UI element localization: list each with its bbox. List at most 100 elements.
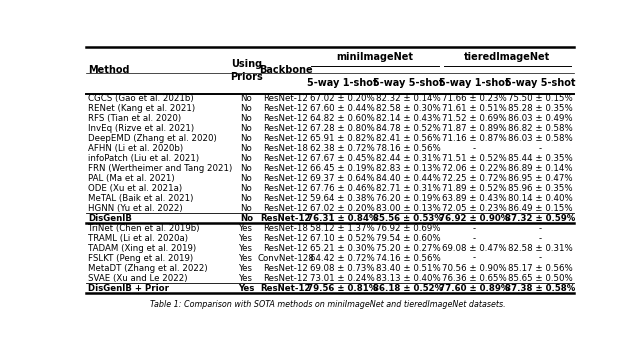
Text: 5-way 1-shot: 5-way 1-shot: [307, 79, 377, 89]
Text: 5-way 5-shot: 5-way 5-shot: [505, 79, 576, 89]
Text: 86.82 ± 0.58%: 86.82 ± 0.58%: [508, 124, 573, 133]
Text: No: No: [241, 104, 252, 113]
Text: miniImageNet: miniImageNet: [337, 52, 413, 62]
Text: 80.14 ± 0.40%: 80.14 ± 0.40%: [508, 194, 573, 203]
Text: 76.92 ± 0.69%: 76.92 ± 0.69%: [376, 224, 440, 233]
Text: ODE (Xu et al. 2021a): ODE (Xu et al. 2021a): [88, 184, 182, 193]
Text: No: No: [241, 154, 252, 163]
Text: 82.58 ± 0.30%: 82.58 ± 0.30%: [376, 104, 440, 113]
Text: 85.28 ± 0.35%: 85.28 ± 0.35%: [508, 104, 573, 113]
Text: Yes: Yes: [239, 243, 253, 253]
Text: 71.66 ± 0.23%: 71.66 ± 0.23%: [442, 94, 507, 103]
Text: 74.16 ± 0.56%: 74.16 ± 0.56%: [376, 253, 440, 263]
Text: ResNet-18: ResNet-18: [263, 224, 308, 233]
Text: 58.12 ± 1.37%: 58.12 ± 1.37%: [310, 224, 374, 233]
Text: 72.05 ± 0.23%: 72.05 ± 0.23%: [442, 204, 507, 213]
Text: Yes: Yes: [239, 263, 253, 273]
Text: 73.01 ± 0.24%: 73.01 ± 0.24%: [310, 273, 374, 282]
Text: 87.32 ± 0.59%: 87.32 ± 0.59%: [506, 214, 575, 223]
Text: ResNet-12: ResNet-12: [263, 243, 308, 253]
Text: 67.76 ± 0.46%: 67.76 ± 0.46%: [310, 184, 374, 193]
Text: 71.52 ± 0.69%: 71.52 ± 0.69%: [442, 114, 507, 123]
Text: 85.96 ± 0.35%: 85.96 ± 0.35%: [508, 184, 573, 193]
Text: 82.58 ± 0.31%: 82.58 ± 0.31%: [508, 243, 573, 253]
Text: 66.45 ± 0.19%: 66.45 ± 0.19%: [310, 164, 374, 173]
Text: 71.61 ± 0.51%: 71.61 ± 0.51%: [442, 104, 507, 113]
Text: 86.89 ± 0.14%: 86.89 ± 0.14%: [508, 164, 573, 173]
Text: 62.38 ± 0.72%: 62.38 ± 0.72%: [310, 144, 374, 153]
Text: No: No: [241, 94, 252, 103]
Text: MetaDT (Zhang et al. 2022): MetaDT (Zhang et al. 2022): [88, 263, 208, 273]
Text: AFHN (Li et al. 2020b): AFHN (Li et al. 2020b): [88, 144, 184, 153]
Text: DeepEMD (Zhang et al. 2020): DeepEMD (Zhang et al. 2020): [88, 134, 217, 143]
Text: 65.91 ± 0.82%: 65.91 ± 0.82%: [310, 134, 374, 143]
Text: 82.83 ± 0.13%: 82.83 ± 0.13%: [376, 164, 440, 173]
Text: 63.89 ± 0.43%: 63.89 ± 0.43%: [442, 194, 507, 203]
Text: -: -: [473, 224, 476, 233]
Text: No: No: [240, 214, 253, 223]
Text: No: No: [241, 194, 252, 203]
Text: ResNet-12: ResNet-12: [263, 114, 308, 123]
Text: SVAE (Xu and Le 2022): SVAE (Xu and Le 2022): [88, 273, 188, 282]
Text: 59.64 ± 0.38%: 59.64 ± 0.38%: [310, 194, 374, 203]
Text: 83.00 ± 0.13%: 83.00 ± 0.13%: [376, 204, 440, 213]
Text: -: -: [539, 253, 542, 263]
Text: 86.95 ± 0.47%: 86.95 ± 0.47%: [508, 174, 573, 183]
Text: HGNN (Yu et al. 2022): HGNN (Yu et al. 2022): [88, 204, 183, 213]
Text: -: -: [473, 234, 476, 243]
Text: ResNet-12: ResNet-12: [263, 234, 308, 243]
Text: 64.82 ± 0.60%: 64.82 ± 0.60%: [310, 114, 374, 123]
Text: 82.14 ± 0.43%: 82.14 ± 0.43%: [376, 114, 440, 123]
Text: InvEq (Rizve et al. 2021): InvEq (Rizve et al. 2021): [88, 124, 195, 133]
Text: 84.40 ± 0.44%: 84.40 ± 0.44%: [376, 174, 440, 183]
Text: 85.56 ± 0.53%: 85.56 ± 0.53%: [373, 214, 443, 223]
Text: FRN (Wertheimer and Tang 2021): FRN (Wertheimer and Tang 2021): [88, 164, 233, 173]
Text: TriNet (Chen et al. 2019b): TriNet (Chen et al. 2019b): [88, 224, 200, 233]
Text: 71.89 ± 0.52%: 71.89 ± 0.52%: [442, 184, 507, 193]
Text: 69.08 ± 0.73%: 69.08 ± 0.73%: [310, 263, 374, 273]
Text: 67.02 ± 0.20%: 67.02 ± 0.20%: [310, 94, 374, 103]
Text: 71.87 ± 0.89%: 71.87 ± 0.89%: [442, 124, 507, 133]
Text: 75.20 ± 0.27%: 75.20 ± 0.27%: [376, 243, 440, 253]
Text: Yes: Yes: [238, 283, 255, 292]
Text: 85.17 ± 0.56%: 85.17 ± 0.56%: [508, 263, 573, 273]
Text: CGCS (Gao et al. 2021b): CGCS (Gao et al. 2021b): [88, 94, 194, 103]
Text: 65.21 ± 0.30%: 65.21 ± 0.30%: [310, 243, 374, 253]
Text: 72.06 ± 0.22%: 72.06 ± 0.22%: [442, 164, 507, 173]
Text: ResNet-18: ResNet-18: [263, 144, 308, 153]
Text: Yes: Yes: [239, 234, 253, 243]
Text: 75.50 ± 0.15%: 75.50 ± 0.15%: [508, 94, 573, 103]
Text: 76.20 ± 0.19%: 76.20 ± 0.19%: [376, 194, 440, 203]
Text: 82.44 ± 0.31%: 82.44 ± 0.31%: [376, 154, 440, 163]
Text: 71.16 ± 0.87%: 71.16 ± 0.87%: [442, 134, 507, 143]
Text: 64.42 ± 0.72%: 64.42 ± 0.72%: [310, 253, 374, 263]
Text: Yes: Yes: [239, 253, 253, 263]
Text: 78.16 ± 0.56%: 78.16 ± 0.56%: [376, 144, 440, 153]
Text: No: No: [241, 204, 252, 213]
Text: 85.65 ± 0.50%: 85.65 ± 0.50%: [508, 273, 573, 282]
Text: ConvNet-128: ConvNet-128: [257, 253, 314, 263]
Text: ResNet-12: ResNet-12: [260, 214, 311, 223]
Text: 67.02 ± 0.20%: 67.02 ± 0.20%: [310, 204, 374, 213]
Text: ResNet-12: ResNet-12: [263, 184, 308, 193]
Text: 87.38 ± 0.58%: 87.38 ± 0.58%: [506, 283, 575, 292]
Text: RFS (Tian et al. 2020): RFS (Tian et al. 2020): [88, 114, 182, 123]
Text: 76.31 ± 0.84%: 76.31 ± 0.84%: [307, 214, 377, 223]
Text: 82.41 ± 0.56%: 82.41 ± 0.56%: [376, 134, 440, 143]
Text: ResNet-12: ResNet-12: [263, 104, 308, 113]
Text: infoPatch (Liu et al. 2021): infoPatch (Liu et al. 2021): [88, 154, 200, 163]
Text: -: -: [473, 253, 476, 263]
Text: 86.49 ± 0.15%: 86.49 ± 0.15%: [508, 204, 573, 213]
Text: ResNet-12: ResNet-12: [263, 263, 308, 273]
Text: No: No: [241, 184, 252, 193]
Text: -: -: [539, 224, 542, 233]
Text: No: No: [241, 144, 252, 153]
Text: ResNet-12: ResNet-12: [263, 164, 308, 173]
Text: No: No: [241, 114, 252, 123]
Text: TADAM (Xing et al. 2019): TADAM (Xing et al. 2019): [88, 243, 196, 253]
Text: ResNet-12: ResNet-12: [263, 154, 308, 163]
Text: DisGenIB + Prior: DisGenIB + Prior: [88, 283, 170, 292]
Text: 86.18 ± 0.52%: 86.18 ± 0.52%: [373, 283, 444, 292]
Text: 70.56 ± 0.90%: 70.56 ± 0.90%: [442, 263, 507, 273]
Text: Method: Method: [88, 65, 130, 75]
